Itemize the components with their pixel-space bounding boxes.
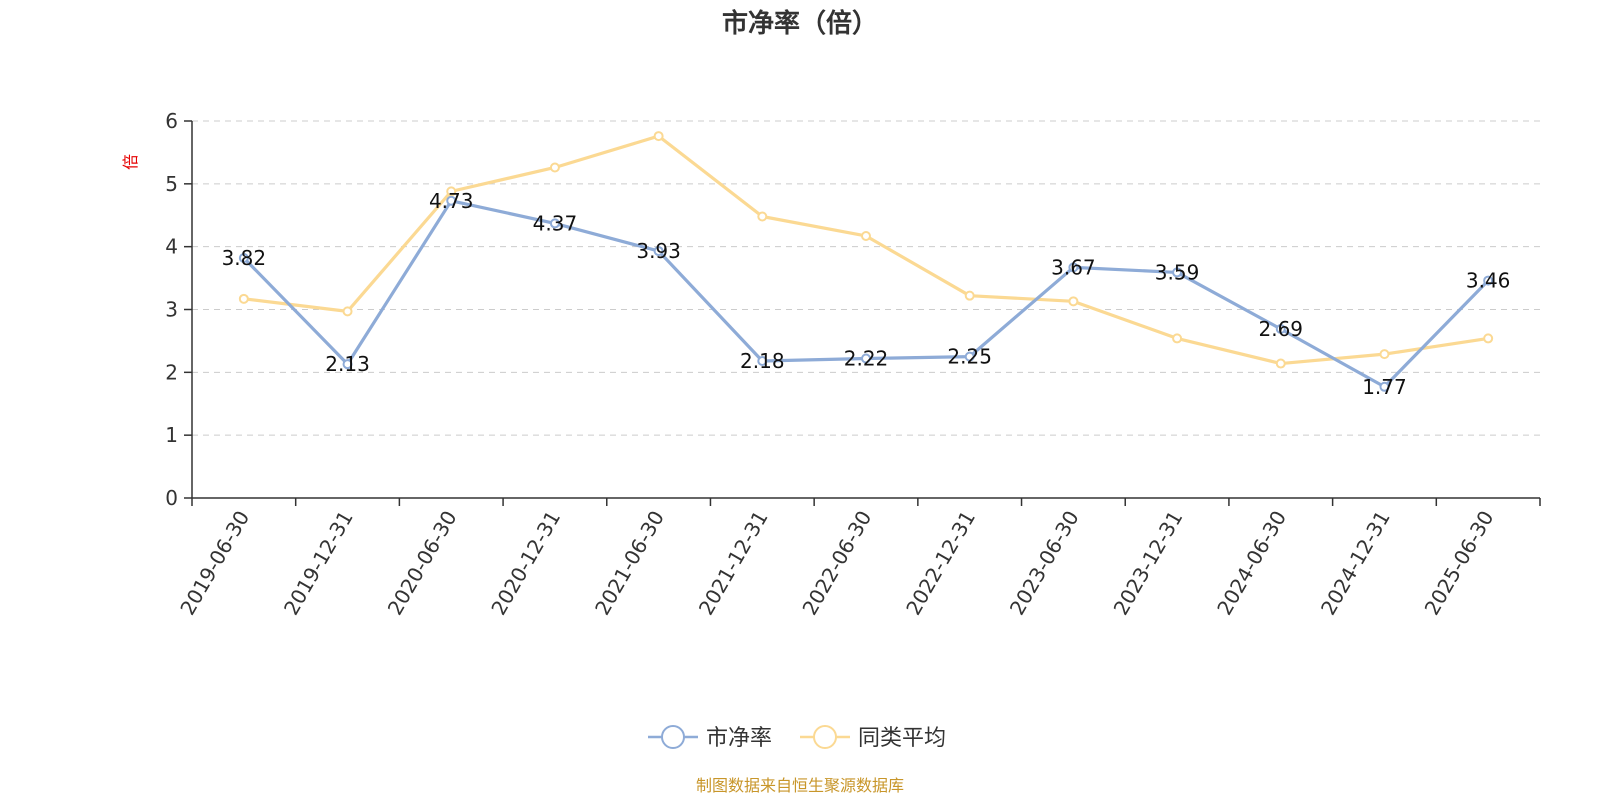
data-label: 2.18: [740, 349, 785, 373]
data-point: [1483, 333, 1494, 344]
data-point: [1172, 333, 1183, 344]
data-label: 2.69: [1259, 317, 1304, 341]
data-point: [1068, 262, 1079, 273]
data-point: [861, 230, 871, 241]
data-point: [964, 290, 975, 301]
y-tick-label: 5: [165, 172, 178, 196]
data-point: [1275, 358, 1286, 369]
data-point: [549, 218, 560, 229]
x-tick-label: 2025-06-30: [1420, 507, 1499, 620]
data-label: 1.77: [1362, 375, 1407, 399]
data-point: [757, 356, 768, 367]
chart-title: 市净率（倍）: [722, 8, 878, 39]
data-label: 4.37: [533, 211, 578, 235]
x-tick-label: 2023-12-31: [1109, 507, 1188, 620]
series-layer: [238, 131, 1494, 392]
data-point: [1379, 381, 1390, 392]
data-label: 3.67: [1051, 255, 1096, 279]
x-tick-label: 2020-06-30: [383, 507, 462, 620]
legend[interactable]: 市净率 同类平均: [648, 725, 946, 751]
data-point: [446, 186, 457, 197]
data-label: 3.82: [222, 246, 267, 270]
x-tick-label: 2019-12-31: [279, 507, 358, 620]
x-tick-label: 2024-06-30: [1212, 507, 1291, 620]
y-tick-label: 2: [165, 360, 178, 384]
data-label: 2.25: [947, 345, 992, 369]
data-point: [653, 131, 664, 142]
data-label: 3.59: [1155, 260, 1200, 284]
data-label: 3.93: [636, 239, 681, 263]
grid-lines: [192, 120, 1540, 436]
data-point: [549, 162, 560, 173]
data-labels: 3.82 2.13 4.73 4.37 3.93 2.18 2.22 2.25 3.67 3.59…: [222, 189, 1511, 399]
data-point: [1483, 275, 1494, 286]
x-tick-label: 2024-12-31: [1316, 507, 1395, 620]
y-tick-label: 6: [165, 109, 178, 133]
data-point: [757, 211, 768, 222]
data-label: 2.13: [325, 352, 370, 376]
legend-label: 同类平均: [858, 726, 946, 751]
x-tick-label: 2021-06-30: [590, 507, 669, 620]
legend-item-0[interactable]: 市净率: [648, 725, 772, 751]
y-tick-label: 4: [165, 235, 178, 259]
y-axis-label: 倍: [121, 154, 140, 170]
x-tick-label: 2022-12-31: [901, 507, 980, 620]
data-label: 4.73: [429, 189, 474, 213]
legend-marker-icon: [661, 725, 685, 749]
legend-label: 市净率: [706, 726, 772, 751]
data-point: [1275, 323, 1286, 334]
data-label: 3.46: [1466, 269, 1511, 293]
data-point: [964, 351, 975, 362]
data-point: [238, 252, 249, 263]
y-tick-label: 0: [165, 486, 178, 510]
data-point: [1172, 267, 1183, 278]
x-tick-label: 2021-12-31: [694, 507, 773, 620]
legend-marker-icon: [813, 725, 837, 749]
source-note: 制图数据来自恒生聚源数据库: [696, 776, 904, 795]
data-point: [342, 359, 353, 370]
data-point: [653, 246, 664, 257]
data-point: [446, 195, 457, 206]
x-tick-label: 2020-12-31: [486, 507, 565, 620]
data-point: [1068, 296, 1079, 307]
data-point: [1379, 349, 1390, 360]
data-point: [342, 306, 353, 317]
data-label: 2.22: [844, 347, 889, 371]
legend-item-1[interactable]: 同类平均: [800, 725, 946, 751]
data-point: [238, 293, 249, 304]
y-tick-label: 1: [165, 423, 178, 447]
x-tick-label: 2022-06-30: [797, 507, 876, 620]
data-point: [861, 353, 871, 364]
x-tick-label: 2019-06-30: [175, 507, 254, 620]
x-tick-label: 2023-06-30: [1005, 507, 1084, 620]
y-tick-label: 3: [165, 298, 178, 322]
